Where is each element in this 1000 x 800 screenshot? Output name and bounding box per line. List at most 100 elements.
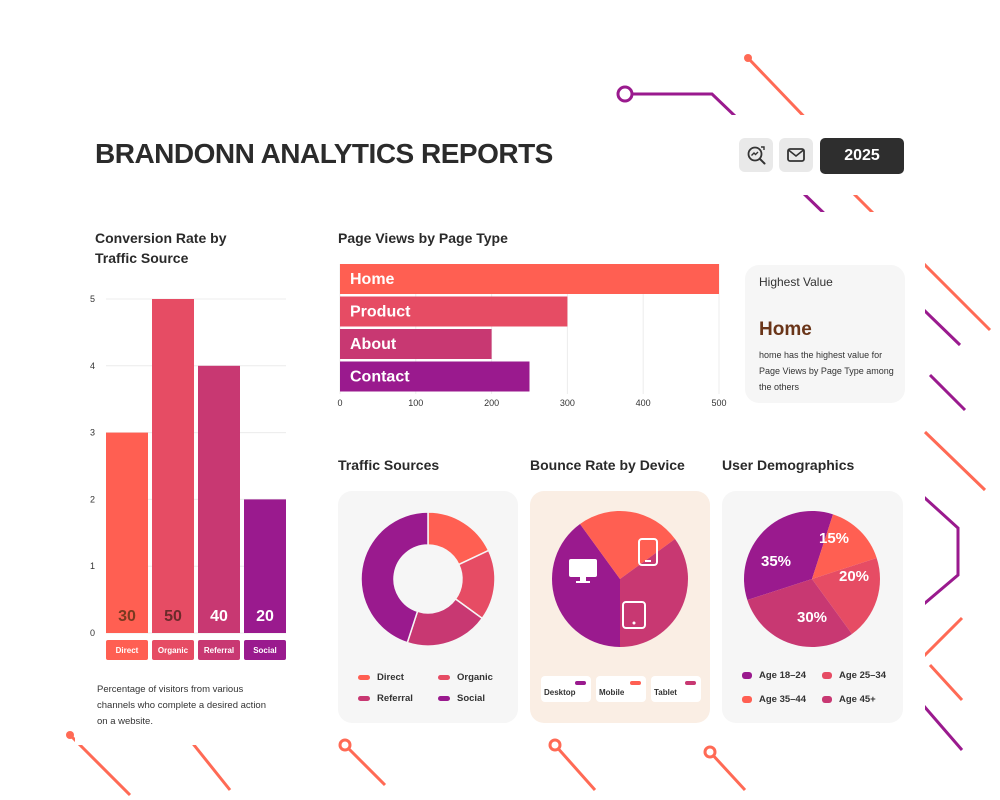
legend-swatch bbox=[822, 672, 832, 679]
data-label: 15% bbox=[819, 530, 849, 547]
y-tick-label: 4 bbox=[90, 361, 95, 371]
legend-label: Mobile bbox=[599, 688, 625, 697]
stand bbox=[580, 577, 586, 581]
mail-button[interactable] bbox=[779, 138, 813, 172]
home-button bbox=[632, 621, 636, 625]
demo-legend-45-plus: Age 45+ bbox=[822, 694, 876, 705]
slice-age-18-24 bbox=[744, 511, 834, 601]
legend-swatch bbox=[438, 696, 450, 701]
traffic-chart-title: Traffic Sources bbox=[338, 457, 440, 473]
x-tick-label: 400 bbox=[636, 398, 651, 408]
bounce-chart-title: Bounce Rate by Device bbox=[530, 457, 685, 473]
pageviews-chart: 0 100 200 300 400 500 Home Product About Contact bbox=[337, 264, 727, 408]
bounce-pie-chart bbox=[552, 511, 688, 647]
demo-legend-25-34: Age 25–34 bbox=[822, 670, 886, 681]
tablet-icon bbox=[622, 601, 646, 629]
legend-label: Age 35–44 bbox=[759, 694, 807, 705]
traffic-card: Direct Organic Referral Social bbox=[338, 491, 518, 723]
bar-home bbox=[340, 264, 719, 294]
x-tick-label: Direct bbox=[116, 646, 139, 655]
desktop-icon bbox=[569, 559, 597, 583]
legend-label: Referral bbox=[377, 693, 413, 704]
y-tick-label: About bbox=[350, 336, 397, 353]
search-insight-icon bbox=[747, 146, 766, 165]
demographics-chart-title: User Demographics bbox=[722, 457, 855, 473]
traffic-donut-chart bbox=[360, 511, 496, 647]
data-label: 30 bbox=[118, 608, 136, 625]
category-tag bbox=[106, 640, 148, 660]
demo-legend-35-44: Age 35–44 bbox=[742, 694, 806, 705]
traffic-legend-referral: Referral bbox=[358, 693, 413, 704]
data-label: 20% bbox=[839, 568, 869, 585]
slice-age-25-34 bbox=[812, 514, 877, 579]
search-insight-button[interactable] bbox=[739, 138, 773, 172]
legend-swatch bbox=[630, 681, 641, 685]
legend-swatch bbox=[438, 675, 450, 680]
y-tick-label: 3 bbox=[90, 428, 95, 438]
x-tick-label: 0 bbox=[337, 398, 342, 408]
legend-swatch bbox=[358, 675, 370, 680]
category-tag bbox=[198, 640, 240, 660]
slice-tablet bbox=[620, 539, 688, 647]
highest-value-value: Home bbox=[759, 319, 812, 340]
legend-swatch bbox=[358, 696, 370, 701]
data-label: 20 bbox=[256, 608, 274, 625]
slice-age-35-44 bbox=[812, 557, 880, 635]
traffic-legend-direct: Direct bbox=[358, 672, 404, 683]
bar-social bbox=[244, 499, 286, 633]
slice-desktop bbox=[552, 523, 620, 647]
conversion-note: Percentage of visitors from various chan… bbox=[97, 684, 266, 727]
data-label: 40 bbox=[210, 608, 228, 625]
category-tag bbox=[152, 640, 194, 660]
legend-swatch bbox=[575, 681, 586, 685]
x-tick-label: Social bbox=[253, 646, 277, 655]
x-tick-label: 100 bbox=[408, 398, 423, 408]
category-tag bbox=[244, 640, 286, 660]
bar-referral bbox=[198, 365, 240, 633]
body bbox=[638, 538, 658, 566]
traffic-legend-organic: Organic bbox=[438, 672, 493, 683]
mail-icon bbox=[787, 148, 805, 162]
legend-label: Social bbox=[457, 693, 485, 704]
bounce-card: Desktop Mobile Tablet bbox=[530, 491, 710, 723]
year-selector-button[interactable]: 2025 bbox=[820, 138, 904, 174]
legend-label: Age 18–24 bbox=[759, 670, 807, 681]
x-tick-label: 500 bbox=[711, 398, 726, 408]
y-tick-label: 5 bbox=[90, 294, 95, 304]
slice-age-45 bbox=[747, 579, 852, 647]
legend-label: Age 45+ bbox=[839, 694, 876, 705]
legend-label: Age 25–34 bbox=[839, 670, 887, 681]
bounce-legend-tablet: Tablet bbox=[651, 676, 701, 702]
bar-organic bbox=[152, 299, 194, 633]
slice-mobile bbox=[580, 511, 676, 579]
y-tick-label: Home bbox=[350, 271, 395, 288]
legend-swatch bbox=[742, 696, 752, 703]
y-tick-label: 0 bbox=[90, 628, 95, 638]
demo-legend-18-24: Age 18–24 bbox=[742, 670, 806, 681]
screen bbox=[569, 559, 597, 577]
page-title: BRANDONN ANALYTICS REPORTS bbox=[95, 138, 553, 169]
x-tick-label: 300 bbox=[560, 398, 575, 408]
y-tick-label: 2 bbox=[90, 494, 95, 504]
bar-contact bbox=[340, 361, 530, 392]
highest-value-label: Highest Value bbox=[759, 275, 833, 289]
data-label: 50 bbox=[164, 608, 182, 625]
data-label: 30% bbox=[797, 609, 827, 626]
legend-swatch bbox=[742, 672, 752, 679]
mobile-icon bbox=[638, 538, 658, 566]
y-tick-label: Product bbox=[350, 304, 411, 321]
legend-label: Desktop bbox=[544, 688, 576, 697]
demographics-pie-chart: 35% 15% 20% 30% bbox=[744, 511, 880, 647]
x-tick-label: 200 bbox=[484, 398, 499, 408]
y-tick-label: Contact bbox=[350, 369, 410, 386]
x-tick-label: Referral bbox=[204, 646, 234, 655]
slice-social bbox=[360, 511, 429, 644]
bar-about bbox=[340, 329, 492, 359]
bar-direct bbox=[106, 432, 148, 633]
legend-label: Tablet bbox=[654, 688, 677, 697]
bar-product bbox=[340, 296, 568, 327]
x-tick-label: Organic bbox=[158, 646, 189, 655]
legend-label: Direct bbox=[377, 672, 404, 683]
bounce-legend-desktop: Desktop bbox=[541, 676, 591, 702]
traffic-legend-social: Social bbox=[438, 693, 485, 704]
